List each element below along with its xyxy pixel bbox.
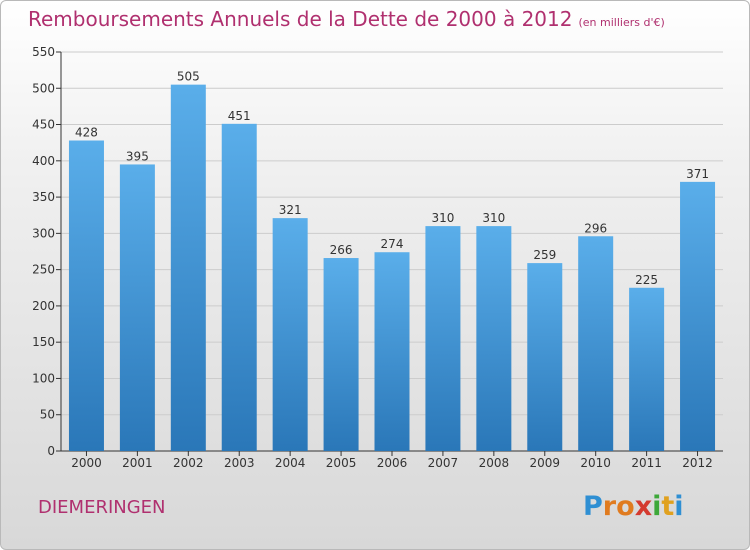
bar: [374, 252, 410, 451]
logo-letter: P: [583, 491, 603, 522]
data-label: 296: [584, 221, 607, 235]
data-label: 451: [228, 109, 251, 123]
chart-title-text: Remboursements Annuels de la Dette de 20…: [28, 7, 573, 31]
bar: [272, 218, 308, 451]
y-tick-label: 450: [32, 118, 55, 132]
x-tick-label: 2009: [529, 456, 560, 470]
x-tick-label: 2000: [71, 456, 102, 470]
bar: [119, 164, 155, 452]
data-label: 266: [330, 243, 353, 257]
x-tick-label: 2007: [428, 456, 459, 470]
y-tick-label: 350: [32, 190, 55, 204]
x-tick-label: 2008: [479, 456, 510, 470]
y-tick-label: 0: [47, 444, 55, 458]
x-tick-label: 2001: [122, 456, 153, 470]
bar: [323, 258, 359, 451]
bar: [68, 140, 104, 452]
bar: [527, 263, 563, 451]
logo-letter: o: [616, 491, 635, 522]
y-tick-label: 300: [32, 226, 55, 240]
proxiti-logo: Proxiti: [583, 491, 684, 527]
data-label: 274: [381, 237, 404, 251]
chart-subtitle: (en milliers d'€): [578, 16, 665, 29]
bar: [425, 226, 461, 451]
bar: [629, 287, 665, 451]
y-tick-label: 50: [40, 408, 55, 422]
bar: [680, 181, 716, 451]
bar: [221, 123, 257, 451]
data-label: 310: [431, 211, 454, 225]
x-tick-label: 2002: [173, 456, 204, 470]
x-tick-label: 2005: [326, 456, 357, 470]
data-label: 310: [482, 211, 505, 225]
x-tick-label: 2011: [631, 456, 662, 470]
chart-title: Remboursements Annuels de la Dette de 20…: [28, 7, 665, 31]
x-tick-label: 2010: [580, 456, 611, 470]
x-tick-label: 2006: [377, 456, 408, 470]
data-label: 371: [686, 167, 709, 181]
y-tick-label: 500: [32, 81, 55, 95]
bar: [578, 236, 614, 451]
y-tick-label: 150: [32, 335, 55, 349]
y-tick-label: 250: [32, 263, 55, 277]
y-tick-label: 200: [32, 299, 55, 313]
city-name: DIEMERINGEN: [38, 497, 166, 518]
bar: [170, 84, 206, 452]
data-label: 505: [177, 70, 200, 84]
axes: 0 50 100 150 200 250 300 350 400 450 500 550 2000 200…: [32, 45, 723, 470]
data-label: 321: [279, 203, 302, 217]
logo-letter: i: [674, 491, 684, 522]
data-label: 259: [533, 248, 556, 262]
data-label: 225: [635, 273, 658, 287]
logo-letter: x: [634, 491, 653, 522]
y-tick-label: 550: [32, 45, 55, 59]
y-tick-label: 100: [32, 371, 55, 385]
data-label: 395: [126, 149, 149, 163]
bars: [68, 84, 716, 452]
logo-letter: i: [652, 491, 662, 522]
bar: [476, 226, 512, 451]
data-label: 428: [75, 126, 98, 140]
x-tick-label: 2004: [275, 456, 306, 470]
logo-letter: t: [661, 491, 675, 522]
logo-letter: r: [602, 491, 617, 522]
data-labels: 428 395 505 451 321 266 274 310 310 259 296 225 371: [75, 70, 709, 287]
x-tick-label: 2012: [682, 456, 713, 470]
x-tick-label: 2003: [224, 456, 255, 470]
y-tick-label: 400: [32, 154, 55, 168]
